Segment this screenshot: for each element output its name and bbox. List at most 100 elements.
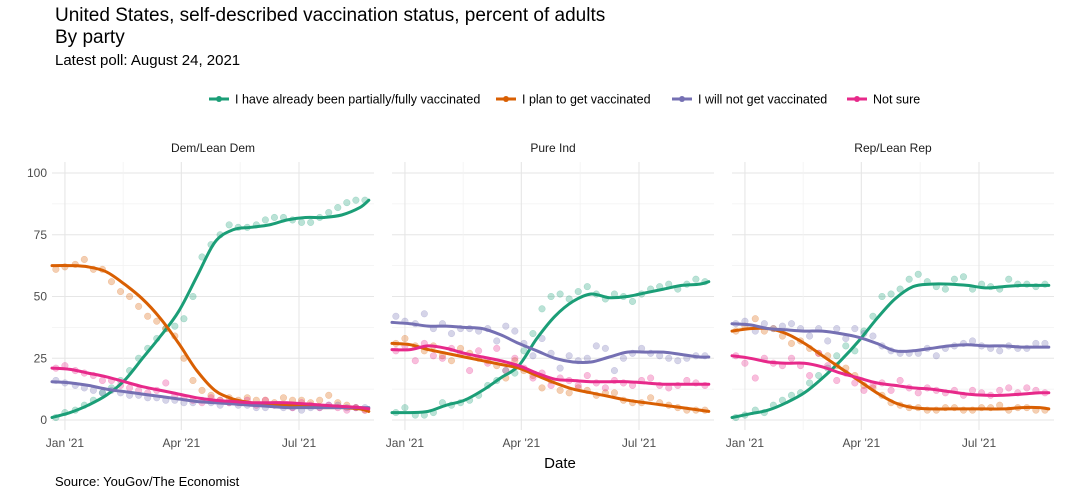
data-point [601, 344, 609, 352]
data-point [411, 357, 419, 365]
data-point [647, 374, 655, 382]
x-tick-label: Jan '21 [46, 436, 85, 450]
data-point [610, 367, 618, 375]
data-point [619, 354, 628, 362]
series-trend-line [730, 282, 1051, 419]
data-point [420, 310, 428, 318]
x-axis-title: Date [544, 455, 576, 472]
data-point [1005, 384, 1013, 392]
data-point [392, 312, 400, 320]
data-point [968, 337, 977, 345]
data-point [692, 275, 700, 283]
series-trend-line [390, 341, 711, 413]
legend-item: I plan to get vaccinated [496, 93, 651, 107]
data-point [896, 376, 904, 385]
trend-lines [390, 280, 711, 415]
data-point [787, 354, 796, 362]
data-point [996, 347, 1004, 355]
data-point [959, 273, 968, 281]
data-point [189, 292, 197, 301]
data-point [538, 384, 546, 392]
data-point [851, 325, 859, 333]
data-point [502, 322, 510, 330]
data-point [833, 376, 841, 385]
series-trend-line [390, 280, 711, 415]
data-point [80, 255, 88, 264]
legend-label: I plan to get vaccinated [522, 93, 651, 107]
legend-label: Not sure [873, 93, 920, 107]
data-point [447, 330, 456, 338]
data-point [116, 288, 125, 296]
data-point [610, 389, 618, 397]
data-point [466, 367, 474, 375]
series-trend-line [730, 326, 1051, 411]
data-point [1023, 384, 1031, 392]
data-point [556, 364, 564, 372]
y-tick-label: 75 [34, 228, 48, 242]
data-point [107, 278, 116, 286]
facet-panel: Pure Ind Jan '21 Apr '21 Jul '21 [386, 141, 714, 450]
data-point [438, 354, 446, 362]
data-point [932, 352, 940, 360]
data-point [493, 344, 501, 352]
data-point [198, 386, 206, 394]
data-point [189, 376, 197, 385]
x-tick-label: Apr '21 [162, 436, 200, 450]
data-point [126, 384, 134, 392]
data-point [298, 218, 306, 226]
chart-title: United States, self-described vaccinatio… [55, 5, 606, 26]
data-point [887, 290, 895, 298]
data-point [833, 352, 841, 360]
source-note: Source: YouGov/The Economist [55, 474, 240, 489]
x-tick-label: Jan '21 [386, 436, 425, 450]
series-trend-line [390, 320, 711, 365]
legend-key-dot [216, 96, 222, 102]
data-point [325, 391, 333, 399]
data-point [307, 218, 315, 226]
data-point [887, 386, 895, 394]
legend-label: I have already been partially/fully vacc… [235, 93, 480, 107]
data-point [475, 347, 483, 355]
data-point [878, 292, 886, 301]
y-tick-label: 50 [34, 290, 48, 304]
data-point [343, 199, 351, 207]
data-point [565, 352, 573, 360]
data-point [261, 216, 269, 224]
data-point [787, 320, 796, 328]
data-point [601, 384, 609, 392]
facet-panel: Dem/Lean Dem Jan '21 Apr '21 Jul '21 [46, 141, 374, 450]
data-point [401, 334, 409, 343]
data-point [592, 342, 600, 350]
data-point [869, 312, 877, 320]
trend-lines [730, 282, 1051, 419]
data-point [334, 204, 342, 212]
legend-item: Not sure [847, 93, 920, 107]
data-point [126, 292, 134, 301]
data-point [325, 208, 333, 217]
data-point [493, 337, 501, 345]
legend-key-dot [679, 96, 685, 102]
legend-item: I will not get vaccinated [672, 93, 827, 107]
data-point [153, 317, 161, 325]
data-point [860, 386, 868, 394]
facet-strip-label: Dem/Lean Dem [171, 141, 255, 155]
legend-label: I will not get vaccinated [698, 93, 827, 107]
data-point [556, 290, 564, 298]
chart-caption: Latest poll: August 24, 2021 [55, 52, 241, 69]
data-point [316, 396, 324, 404]
x-tick-label: Jul '21 [962, 436, 997, 450]
data-point [996, 386, 1004, 394]
series-trend-line [390, 344, 711, 386]
x-tick-label: Apr '21 [842, 436, 880, 450]
data-point [583, 283, 591, 291]
data-point [869, 332, 877, 340]
facet-strip-label: Rep/Lean Rep [854, 141, 932, 155]
x-tick-label: Jul '21 [282, 436, 317, 450]
data-point [529, 330, 537, 338]
data-point [914, 389, 922, 397]
series-trend-line [50, 366, 371, 411]
data-point [565, 389, 573, 397]
data-point [674, 357, 682, 365]
data-point [574, 288, 582, 296]
data-point [914, 270, 922, 278]
